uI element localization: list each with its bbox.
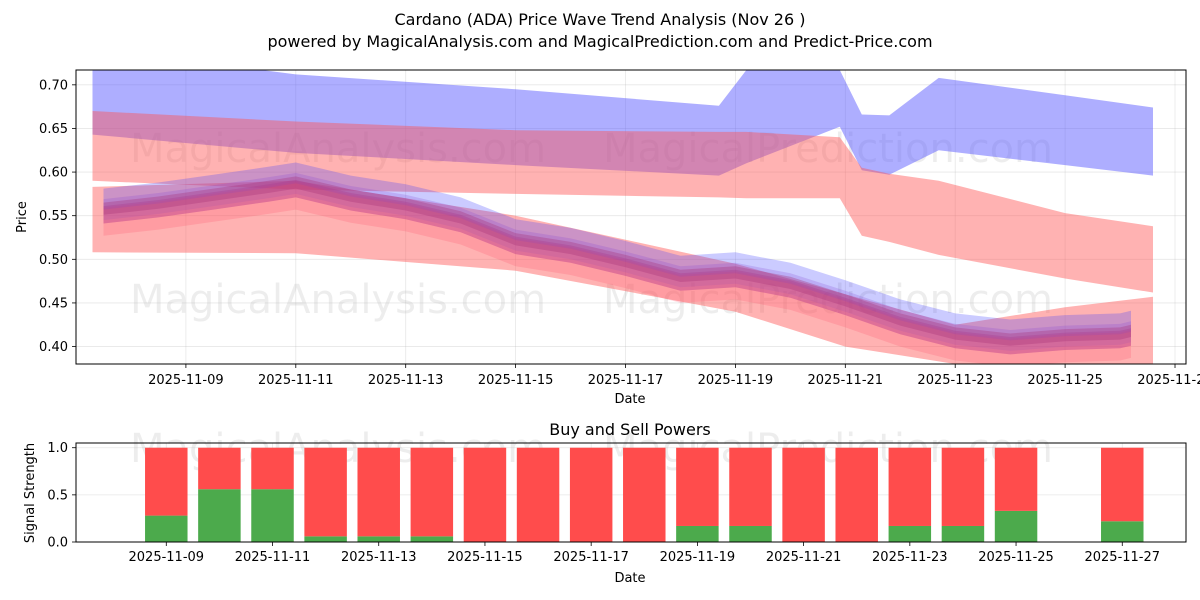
bottom-x-tick-label: 2025-11-19: [660, 550, 736, 565]
wave-band: [103, 181, 1131, 364]
bottom-chart-title: Buy and Sell Powers: [549, 420, 711, 439]
top-axes: 2025-11-09 2025-11-11 2025-11-13 2025-11-15…: [39, 78, 1200, 388]
bottom-x-tick-label: 2025-11-13: [341, 550, 417, 565]
bottom-x-tick-label: 2025-11-25: [978, 550, 1054, 565]
bottom-axes-frame: [75, 442, 1187, 543]
top-watermark: MagicalPrediction.com: [603, 277, 1053, 323]
top-y-tick-label: 0.65: [39, 122, 68, 137]
top-axes-frame: [75, 69, 1187, 365]
chart-subtitle: powered by MagicalAnalysis.com and Magic…: [267, 32, 932, 51]
bottom-x-tick-label: 2025-11-15: [447, 550, 523, 565]
bottom-x-axis-label: Date: [614, 571, 645, 586]
top-x-tick-label: 2025-11-25: [1027, 373, 1103, 388]
top-watermarks: MagicalAnalysis.com MagicalPrediction.com…: [130, 126, 1053, 323]
bottom-x-tick-label: 2025-11-27: [1084, 550, 1160, 565]
buy-bar: [251, 489, 294, 542]
bottom-y-axis-label: Signal Strength: [23, 443, 38, 543]
buy-bar: [729, 525, 772, 542]
bottom-x-tick-label: 2025-11-11: [235, 550, 311, 565]
bottom-x-tick-label: 2025-11-23: [872, 550, 948, 565]
wave-band: [103, 176, 1131, 346]
wave-band: [103, 162, 1131, 351]
top-x-tick-label: 2025-11-09: [148, 373, 224, 388]
top-watermark: MagicalAnalysis.com: [130, 126, 546, 172]
buy-bar: [198, 489, 241, 542]
bottom-plot-area: [145, 447, 1144, 542]
sell-bar: [569, 447, 613, 542]
buy-bar: [941, 525, 985, 542]
wave-band: [103, 179, 1131, 355]
bottom-x-tick-label: 2025-11-09: [129, 550, 205, 565]
sell-bar: [729, 447, 772, 526]
top-plot-area: [92, 70, 1153, 364]
buy-bar: [888, 525, 932, 542]
price-band: [92, 180, 1153, 364]
wave-band: [103, 162, 1131, 341]
sell-bar: [251, 447, 294, 490]
buy-bar: [994, 510, 1038, 542]
top-y-tick-label: 0.70: [39, 78, 68, 93]
buy-bar: [304, 536, 347, 542]
buy-bar: [145, 515, 188, 542]
top-y-tick-label: 0.40: [39, 340, 68, 355]
top-y-tick-label: 0.55: [39, 209, 68, 224]
bottom-x-tick-label: 2025-11-17: [553, 550, 629, 565]
top-y-tick-label: 0.50: [39, 253, 68, 268]
sell-bar: [994, 447, 1038, 511]
price-band: [92, 70, 1153, 176]
sell-bar: [145, 447, 188, 516]
bottom-axes: 2025-11-09 2025-11-11 2025-11-13 2025-11-15…: [47, 441, 1160, 565]
buy-bar: [1101, 521, 1144, 542]
bottom-watermark: MagicalPrediction.com: [603, 426, 1053, 472]
sell-bar: [941, 447, 985, 526]
sell-bar: [463, 447, 507, 542]
bottom-x-tick-label: 2025-11-21: [766, 550, 842, 565]
top-x-tick-label: 2025-11-11: [258, 373, 334, 388]
sell-bar: [1101, 447, 1144, 522]
buy-bar: [676, 525, 719, 542]
top-watermark: MagicalPrediction.com: [603, 126, 1053, 172]
buy-bar: [357, 536, 400, 542]
sell-bar: [623, 447, 666, 542]
sell-bar: [516, 447, 560, 542]
top-x-tick-label: 2025-11-27: [1137, 373, 1200, 388]
top-y-tick-label: 0.45: [39, 296, 68, 311]
top-x-tick-label: 2025-11-17: [588, 373, 664, 388]
top-x-tick-label: 2025-11-23: [917, 373, 993, 388]
sell-bar: [198, 447, 241, 490]
top-x-tick-label: 2025-11-19: [698, 373, 774, 388]
sell-bar: [410, 447, 454, 537]
top-y-axis-label: Price: [15, 201, 30, 233]
top-watermark: MagicalAnalysis.com: [130, 277, 546, 323]
bottom-y-tick-label: 0.0: [47, 536, 68, 551]
top-x-tick-label: 2025-11-13: [368, 373, 444, 388]
buy-bar: [410, 536, 454, 542]
sell-bar: [835, 447, 878, 542]
bottom-y-tick-label: 0.5: [47, 488, 68, 503]
sell-bar: [676, 447, 719, 526]
top-x-tick-label: 2025-11-21: [808, 373, 884, 388]
sell-bar: [888, 447, 932, 526]
sell-bar: [357, 447, 400, 537]
wave-band: [103, 172, 1131, 355]
bottom-y-tick-label: 1.0: [47, 441, 68, 456]
top-grid: [76, 70, 1186, 364]
price-band: [92, 111, 1153, 293]
sell-bar: [304, 447, 347, 537]
chart-title: Cardano (ADA) Price Wave Trend Analysis …: [395, 10, 806, 29]
sell-bar: [782, 447, 825, 542]
top-x-tick-label: 2025-11-15: [478, 373, 554, 388]
top-y-tick-label: 0.60: [39, 166, 68, 181]
top-x-axis-label: Date: [614, 392, 645, 407]
